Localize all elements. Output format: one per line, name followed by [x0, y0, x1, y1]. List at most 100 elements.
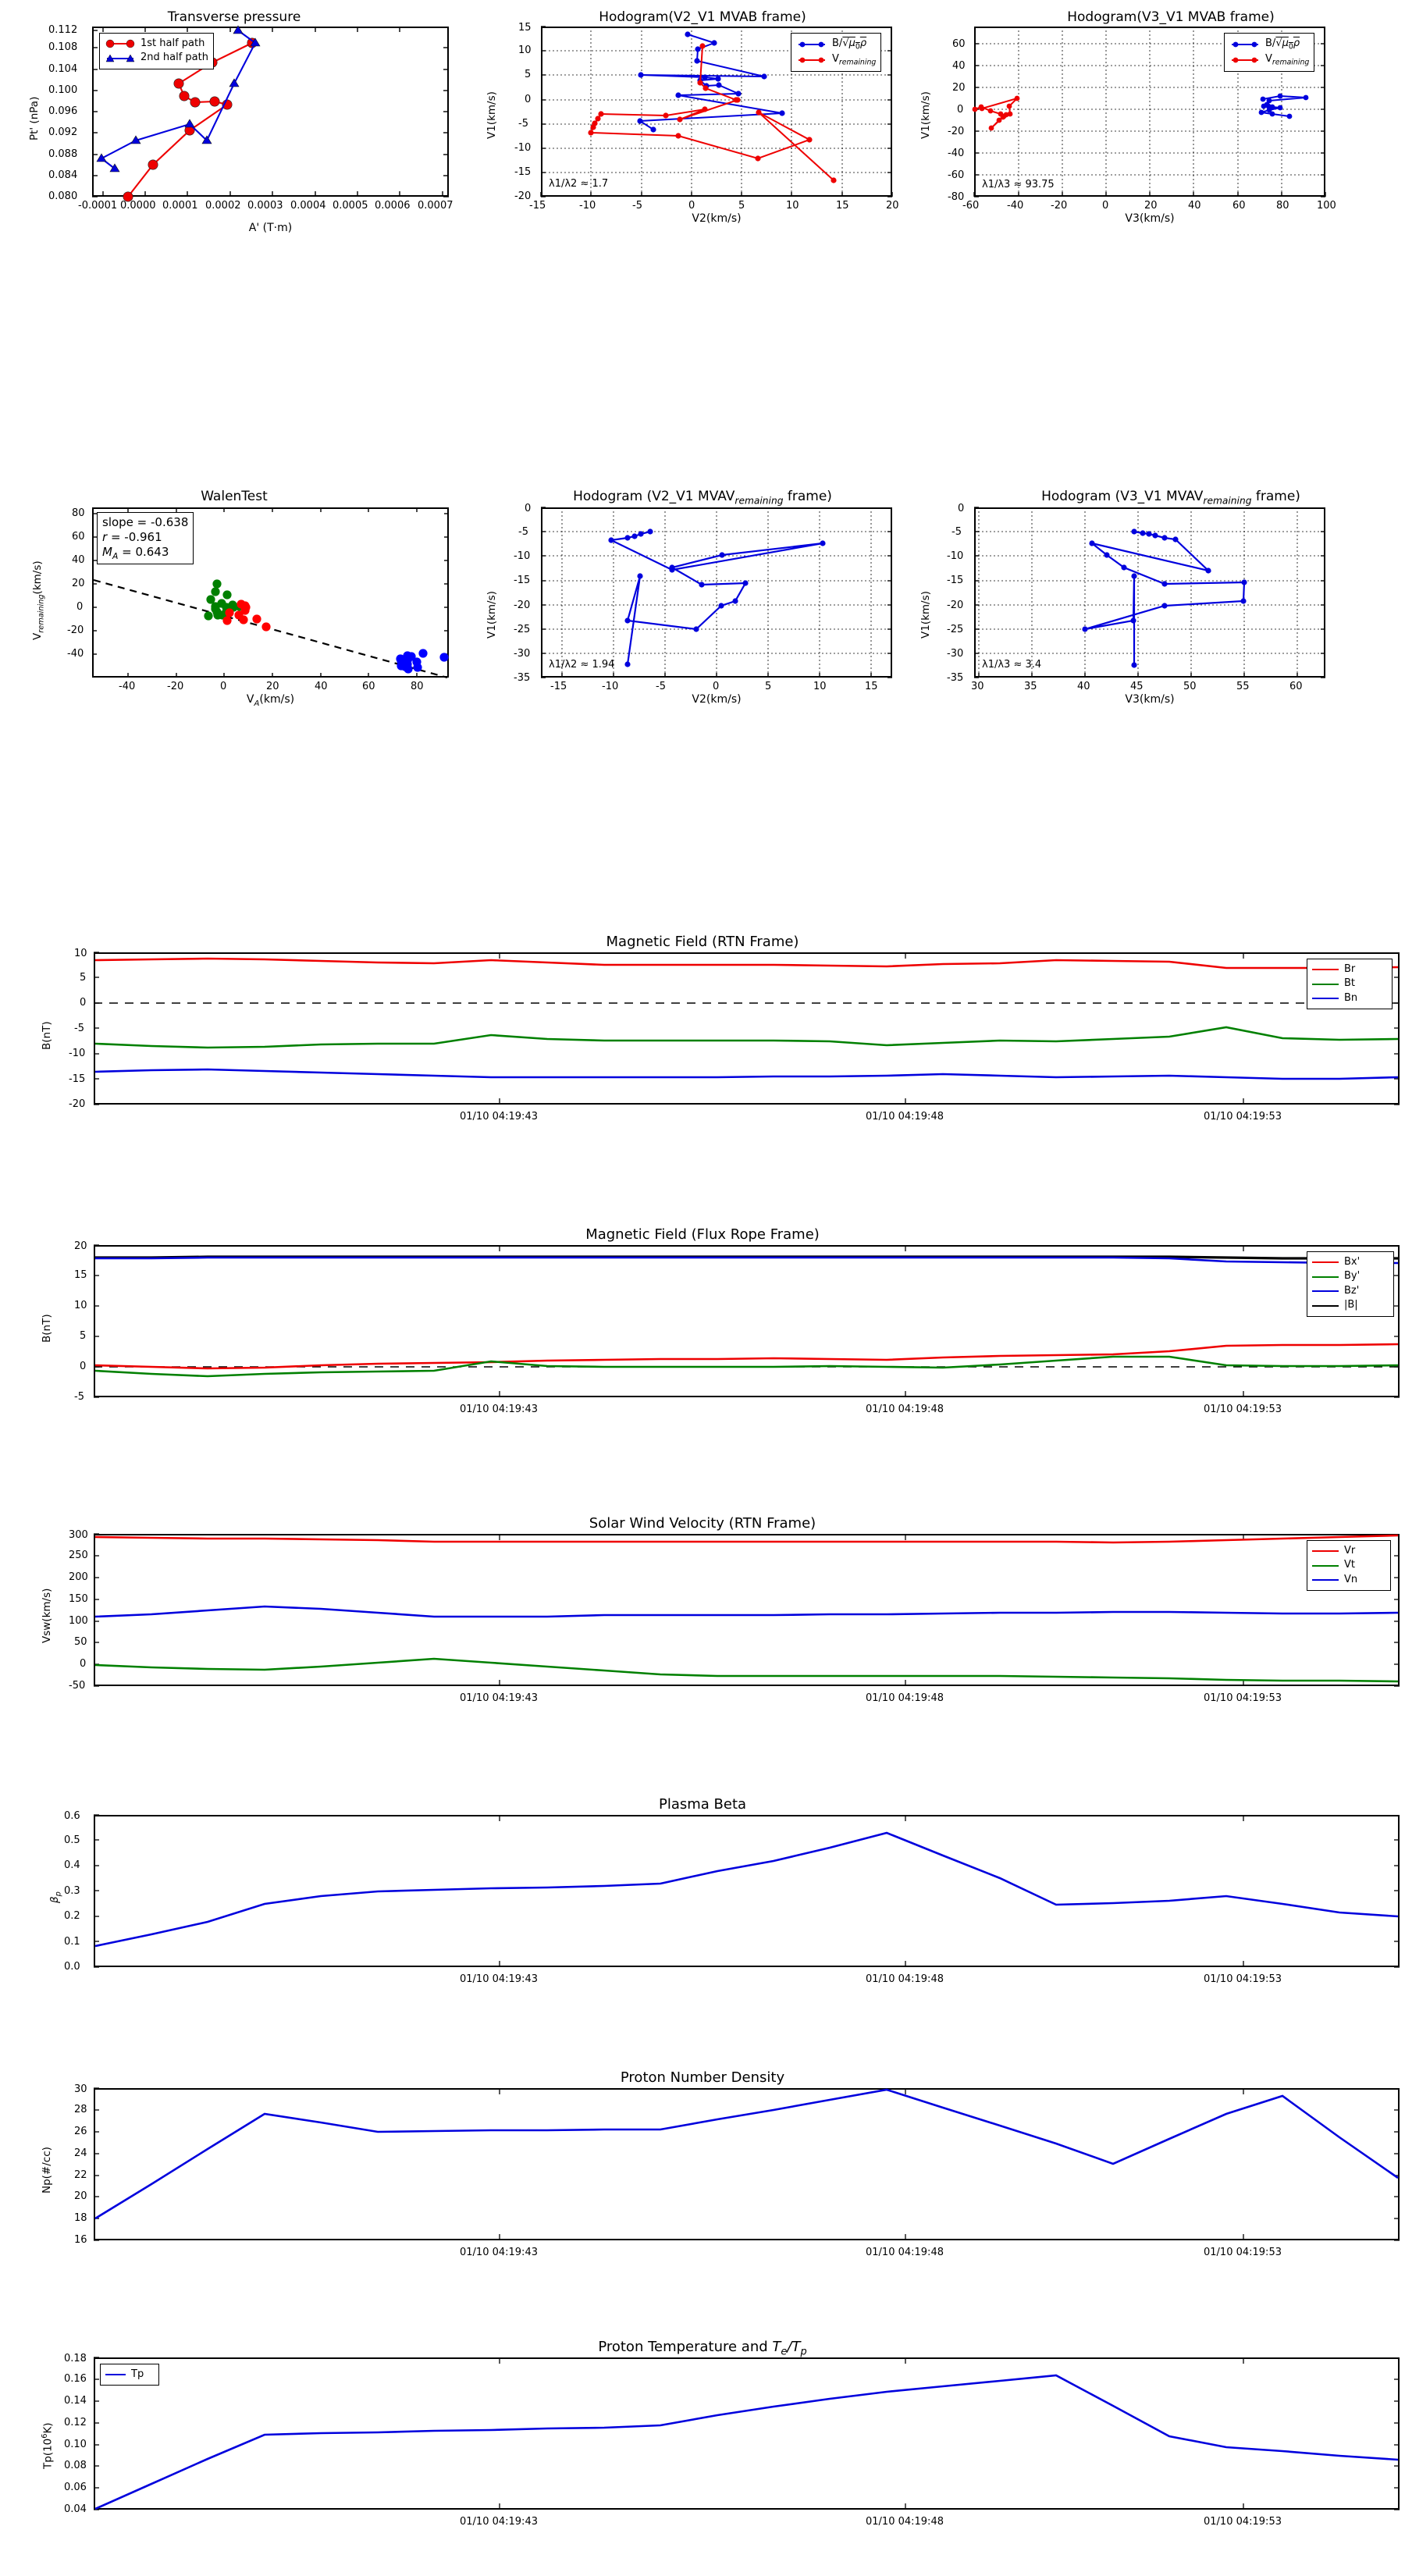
panel-title: Hodogram(V2_V1 MVAB frame) — [599, 9, 806, 25]
eigenvalue-ratio-annotation: λ1/λ3 ≈ 93.75 — [982, 179, 1055, 190]
legend[interactable]: Br Bt Bn — [1307, 959, 1393, 1010]
y-tick-label: 0.10 — [64, 2439, 87, 2450]
legend-label: Vt — [1344, 1559, 1355, 1571]
y-tick-label: -35 — [514, 672, 531, 684]
legend-item-bt[interactable]: Bt — [1312, 977, 1387, 991]
legend-item-2nd-half[interactable]: 2nd half path — [105, 51, 208, 65]
legend-item-v-remaining[interactable]: Vremaining — [1229, 52, 1309, 68]
x-tick-label: 10 — [813, 681, 827, 692]
y-tick-label: 10 — [74, 948, 87, 959]
y-tick-label: 10 — [74, 1300, 87, 1311]
y-tick-label: 0.084 — [48, 169, 78, 181]
v-sw-svg — [94, 1533, 1400, 1687]
y-tick-label: -10 — [514, 550, 531, 562]
x-tick-label: 60 — [1232, 200, 1246, 212]
x-tick-label: 35 — [1024, 681, 1037, 692]
legend[interactable]: Tp — [100, 2364, 159, 2386]
y-tick-label: 18 — [74, 2212, 87, 2224]
y-tick-label: 0.112 — [48, 24, 78, 36]
y-tick-label: -10 — [69, 1048, 86, 1059]
legend-item-b-alfven[interactable]: B/√μ0ρ — [796, 37, 876, 52]
y-tick-label: 0.04 — [64, 2503, 87, 2515]
legend-label: Bn — [1344, 991, 1358, 1004]
y-tick-label: 0.100 — [48, 84, 78, 96]
legend[interactable]: 1st half path 2nd half path — [99, 33, 214, 69]
legend-item-bn[interactable]: Bn — [1312, 991, 1387, 1005]
panel-title: Magnetic Field (RTN Frame) — [606, 934, 799, 950]
y-tick-label: 0.3 — [64, 1885, 80, 1897]
legend-item-b-alfven[interactable]: B/√μ0ρ — [1229, 37, 1309, 52]
x-tick-label: 01/10 04:19:48 — [866, 2516, 944, 2528]
y-tick-label: 60 — [72, 531, 85, 543]
y-tick-label: -30 — [514, 648, 531, 660]
x-tick-label: -60 — [962, 200, 980, 212]
legend-marker-triangle-blue — [105, 54, 135, 62]
x-tick-label: -0.0001 — [78, 200, 118, 212]
legend[interactable]: Vr Vt Vn — [1307, 1540, 1391, 1592]
y-tick-label: 15 — [518, 22, 532, 34]
plasma-beta-svg — [94, 1814, 1400, 1968]
x-tick-label: -15 — [550, 681, 567, 692]
x-axis-label: V2(km/s) — [692, 212, 742, 225]
y-tick-label: -40 — [948, 148, 965, 159]
y-tick-label: -20 — [69, 1098, 86, 1110]
legend-item-bmag[interactable]: |B| — [1312, 1298, 1389, 1312]
legend-label: By' — [1344, 1270, 1361, 1283]
legend-marker-line-blue — [1232, 41, 1258, 48]
y-tick-label: -15 — [514, 575, 531, 586]
legend-line-vr — [1312, 1550, 1339, 1553]
y-axis-label: βp — [48, 1891, 63, 1903]
panel-title: Hodogram(V3_V1 MVAB frame) — [1067, 9, 1275, 25]
legend-item-vt[interactable]: Vt — [1312, 1558, 1385, 1572]
x-tick-label: 01/10 04:19:53 — [1204, 2247, 1282, 2258]
x-tick-label: 5 — [738, 200, 745, 212]
panel-title: Hodogram (V2_V1 MVAVremaining frame) — [573, 489, 832, 507]
legend-marker-circle-red — [105, 39, 135, 48]
legend-item-by[interactable]: By' — [1312, 1269, 1389, 1283]
y-tick-label: 0.16 — [64, 2373, 87, 2385]
y-tick-label: 150 — [69, 1593, 88, 1605]
y-tick-label: 200 — [69, 1571, 88, 1583]
y-tick-label: -15 — [69, 1073, 86, 1085]
legend-item-vn[interactable]: Vn — [1312, 1573, 1385, 1587]
panel-title: Proton Number Density — [620, 2069, 785, 2086]
legend-item-v-remaining[interactable]: Vremaining — [796, 52, 876, 68]
y-tick-label: 0.0 — [64, 1961, 80, 1973]
hodogram-v2v1-mvab-svg — [540, 26, 893, 197]
legend-marker-line-red — [799, 57, 825, 63]
legend-item-vr[interactable]: Vr — [1312, 1544, 1385, 1558]
x-axis-label: V2(km/s) — [692, 693, 742, 706]
eigenvalue-ratio-annotation: λ1/λ3 ≈ 3.4 — [982, 659, 1042, 671]
y-tick-label: -25 — [514, 624, 531, 635]
y-tick-label: 0 — [80, 997, 87, 1009]
y-tick-label: 0 — [958, 503, 965, 514]
legend-line-vt — [1312, 1564, 1339, 1567]
y-tick-label: 0.108 — [48, 41, 78, 53]
y-axis-label: Tp(106K) — [41, 2422, 55, 2469]
y-tick-label: -35 — [947, 672, 964, 684]
legend-label: Tp — [131, 2368, 144, 2380]
panel-solar-wind-velocity: Solar Wind Velocity (RTN Frame) Vsw(km/s… — [0, 1507, 1405, 1776]
x-tick-label: 55 — [1236, 681, 1250, 692]
legend[interactable]: Bx' By' Bz' |B| — [1307, 1251, 1394, 1317]
plot-area — [94, 1815, 1400, 1967]
legend-label: B/√μ0ρ — [1265, 37, 1300, 52]
y-tick-label: 0 — [525, 503, 532, 514]
y-tick-label: -10 — [947, 550, 964, 562]
y-tick-label: -10 — [514, 142, 532, 154]
legend-line-bx — [1312, 1261, 1339, 1264]
legend-item-tp[interactable]: Tp — [105, 2368, 154, 2382]
y-tick-label: 50 — [74, 1636, 87, 1648]
panel-hodogram-v3v1-mvav: Hodogram (V3_V1 MVAVremaining frame) V1(… — [919, 445, 1405, 890]
legend[interactable]: B/√μ0ρ Vremaining — [1224, 33, 1315, 72]
y-tick-label: -15 — [514, 166, 532, 178]
legend[interactable]: B/√μ0ρ Vremaining — [791, 33, 882, 72]
legend-item-br[interactable]: Br — [1312, 962, 1387, 977]
legend-item-1st-half[interactable]: 1st half path — [105, 37, 208, 51]
legend-item-bx[interactable]: Bx' — [1312, 1255, 1389, 1269]
y-tick-label: 20 — [952, 82, 966, 94]
x-tick-label: 0.0007 — [418, 200, 454, 212]
y-tick-label: 20 — [74, 1240, 87, 1252]
legend-item-bz[interactable]: Bz' — [1312, 1284, 1389, 1298]
panel-proton-number-density: Proton Number Density Np(#/cc) 16 18 20 — [0, 2061, 1405, 2330]
